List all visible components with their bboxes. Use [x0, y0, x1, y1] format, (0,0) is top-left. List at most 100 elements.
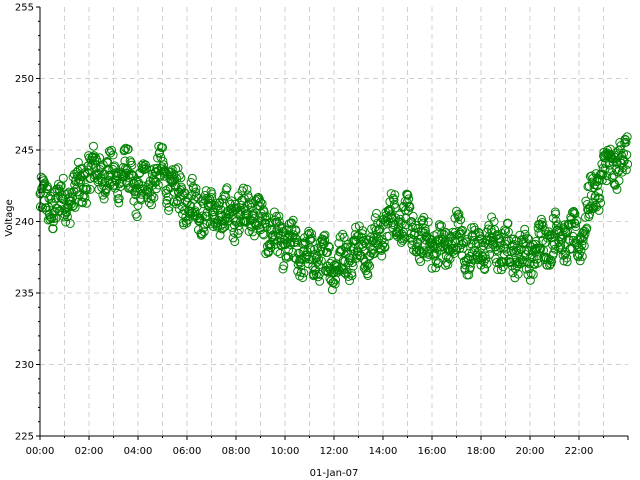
data-point: [450, 236, 459, 246]
data-point: [335, 232, 345, 242]
data-point: [169, 197, 178, 207]
data-point: [187, 173, 197, 183]
data-point: [553, 220, 563, 230]
data-point: [225, 198, 234, 208]
data-point: [465, 262, 475, 272]
data-point: [341, 269, 351, 279]
data-point: [528, 269, 538, 279]
data-point: [291, 226, 301, 236]
data-point: [164, 206, 174, 215]
data-point: [601, 176, 611, 186]
data-point: [69, 201, 78, 210]
data-point: [622, 150, 632, 160]
data-point: [269, 235, 279, 245]
data-point: [531, 236, 541, 246]
data-point: [612, 184, 622, 194]
data-point: [413, 239, 423, 249]
data-point: [281, 253, 291, 263]
data-point: [384, 231, 394, 241]
data-point: [482, 259, 492, 269]
data-point: [192, 202, 202, 212]
y-tick-label: 230: [15, 360, 34, 371]
data-point: [306, 235, 316, 245]
data-point: [155, 148, 165, 158]
data-point: [452, 206, 461, 216]
data-point: [595, 193, 605, 203]
data-point: [316, 256, 326, 266]
data-point: [85, 184, 95, 194]
data-point: [592, 181, 602, 191]
data-point: [261, 215, 271, 225]
data-point: [271, 211, 281, 221]
data-point: [544, 231, 554, 241]
data-point: [89, 141, 98, 151]
data-point: [293, 266, 303, 276]
data-point: [537, 218, 547, 227]
data-point: [136, 195, 146, 205]
data-point: [525, 275, 535, 285]
data-point: [304, 254, 314, 264]
x-tick-label: 02:00: [75, 446, 104, 457]
data-point: [180, 206, 189, 216]
data-point: [379, 237, 389, 247]
data-point: [191, 187, 201, 197]
data-point: [173, 163, 183, 173]
data-point: [380, 242, 390, 252]
data-point: [493, 265, 503, 274]
x-tick-label: 04:00: [124, 446, 153, 457]
data-point: [563, 234, 573, 244]
data-point: [577, 251, 587, 261]
data-point: [110, 161, 120, 171]
data-point: [572, 216, 582, 226]
data-point: [403, 190, 413, 200]
data-point: [234, 225, 244, 235]
data-point: [65, 219, 75, 228]
data-point: [375, 225, 385, 235]
data-point: [238, 183, 248, 193]
data-point: [533, 258, 543, 268]
data-point: [358, 236, 368, 246]
data-point: [191, 192, 201, 202]
axes: [36, 6, 629, 440]
data-point: [339, 232, 349, 242]
data-point: [501, 256, 511, 266]
x-tick-label: 06:00: [173, 446, 202, 457]
data-point: [480, 265, 490, 274]
data-point: [153, 153, 163, 163]
data-point: [510, 264, 520, 274]
tick-labels: 225 230 235 240 245 250 255 00:00 02:00 04:00 06:0…: [15, 3, 594, 458]
data-point: [330, 279, 340, 289]
data-point: [55, 181, 65, 191]
data-point: [128, 185, 138, 195]
y-tick-label: 225: [15, 432, 34, 443]
data-point: [454, 212, 463, 222]
data-point: [244, 227, 254, 236]
grid: [40, 7, 628, 436]
data-point: [298, 273, 308, 283]
data-point: [259, 230, 269, 240]
data-point: [538, 221, 548, 231]
data-point: [140, 164, 149, 174]
data-point: [230, 199, 240, 209]
data-point: [431, 263, 441, 273]
data-point: [539, 246, 548, 255]
data-point: [132, 212, 142, 222]
x-tick-label: 12:00: [320, 446, 349, 457]
data-point: [526, 268, 536, 278]
x-tick-label: 08:00: [222, 446, 251, 457]
data-point: [390, 190, 400, 200]
data-point: [569, 208, 579, 218]
data-point: [176, 173, 186, 183]
data-point: [213, 221, 223, 231]
data-point: [617, 158, 627, 168]
data-point: [107, 145, 116, 155]
data-point: [62, 208, 71, 218]
data-point: [449, 243, 459, 253]
data-point: [61, 217, 71, 227]
data-point: [570, 209, 580, 219]
data-point: [183, 193, 193, 203]
data-point: [377, 251, 387, 261]
data-point: [158, 156, 168, 166]
data-point: [324, 241, 334, 251]
data-point: [320, 235, 330, 245]
